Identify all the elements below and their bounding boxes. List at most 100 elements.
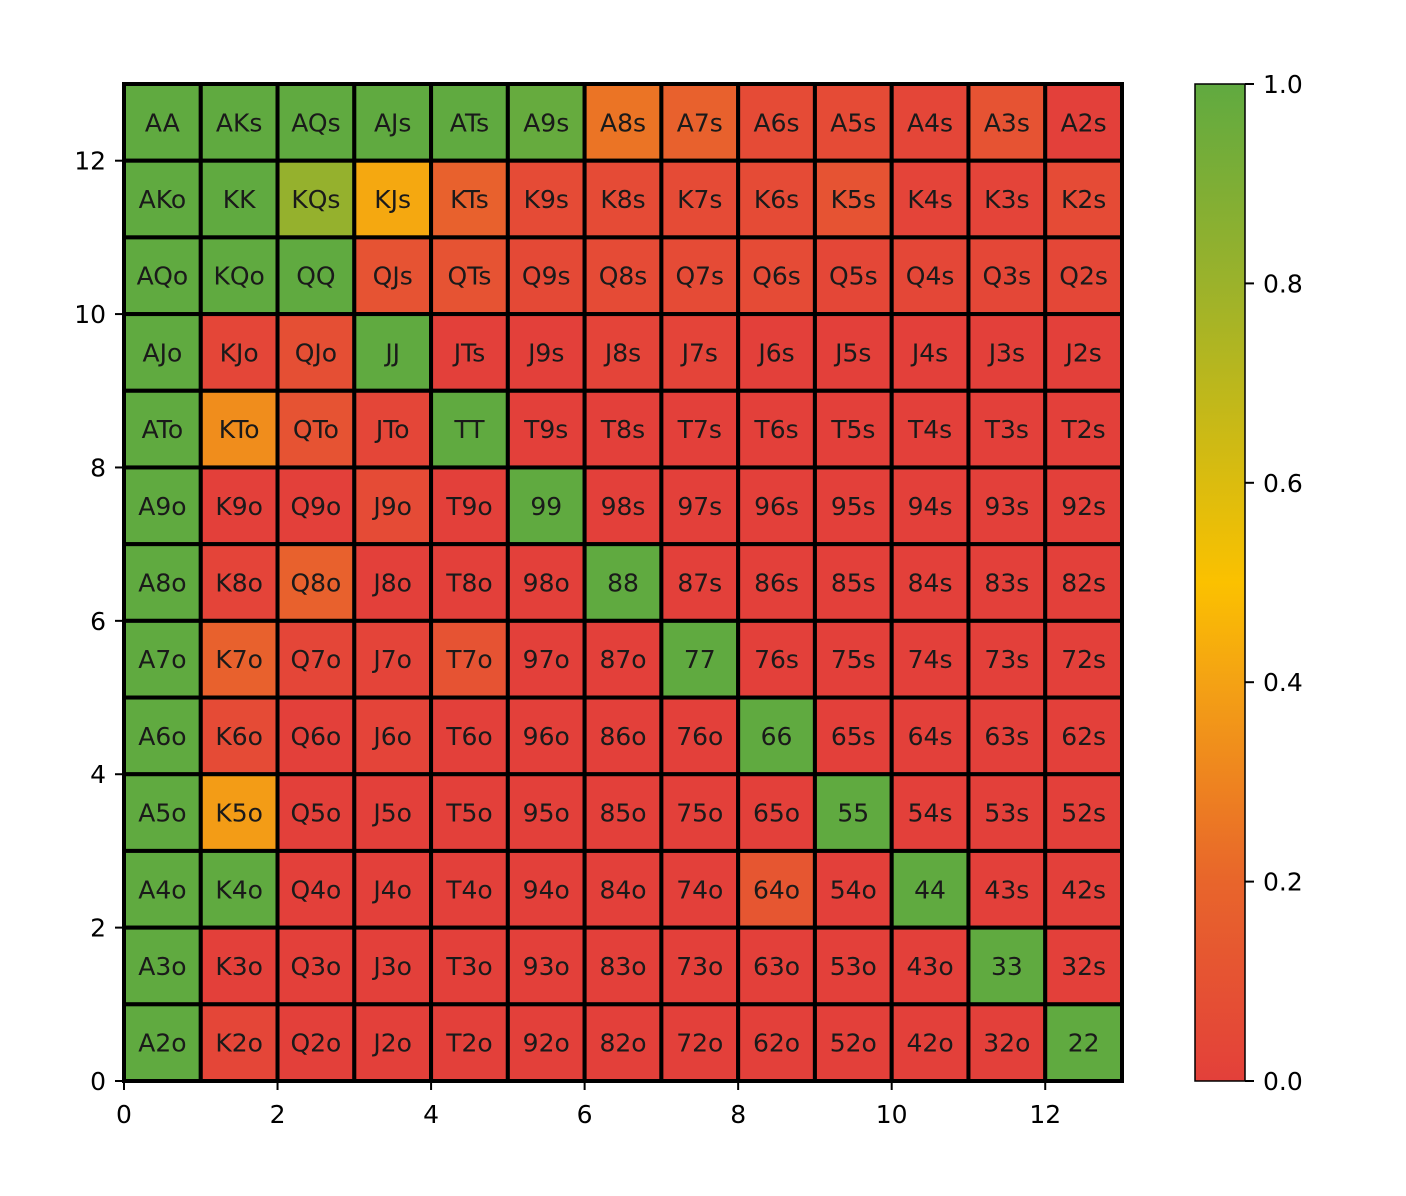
- heatmap-cell-fill: [889, 772, 971, 853]
- heatmap-cell-fill: [582, 618, 664, 700]
- heatmap-cell-label: Q8o: [290, 569, 341, 598]
- heatmap-cell: 84s: [889, 542, 971, 623]
- heatmap-cell: 92s: [1043, 465, 1124, 547]
- heatmap-cell: QQ: [275, 235, 357, 317]
- heatmap-cell-label: ATo: [142, 415, 183, 444]
- heatmap-cell-fill: [198, 388, 280, 470]
- heatmap-cell-label: AKs: [216, 108, 263, 137]
- heatmap-cell-fill: [352, 772, 434, 853]
- heatmap-cell-fill: [198, 465, 280, 547]
- heatmap-cell: Q6s: [736, 235, 817, 317]
- heatmap-cell-label: Q8s: [599, 262, 648, 291]
- heatmap-cell: QTo: [275, 388, 357, 470]
- heatmap-cell-label: Q5s: [829, 262, 878, 291]
- heatmap-cell-fill: [505, 695, 587, 777]
- x-tick-label: 4: [423, 1100, 439, 1129]
- heatmap-cell: 72s: [1043, 618, 1124, 700]
- heatmap-cell: J5s: [812, 312, 894, 393]
- y-tick-label: 4: [90, 760, 106, 789]
- heatmap-cell-fill: [966, 1002, 1048, 1083]
- heatmap-cell: K2s: [1043, 158, 1124, 240]
- heatmap-cell-label: 42s: [1061, 875, 1106, 904]
- heatmap-cell-label: 65o: [753, 799, 800, 828]
- heatmap-cell-fill: [1043, 465, 1124, 547]
- heatmap-cell-label: 86s: [754, 569, 799, 598]
- heatmap-cell-label: JTs: [452, 338, 486, 367]
- heatmap-cell-label: J9s: [526, 338, 564, 367]
- heatmap-cell-label: Q7o: [290, 645, 341, 674]
- heatmap-cell: 74s: [889, 618, 971, 700]
- y-tick-label: 2: [90, 914, 106, 943]
- heatmap-cell-label: J2o: [371, 1029, 412, 1058]
- x-tick-label: 10: [876, 1100, 908, 1129]
- x-tick-label: 0: [116, 1100, 132, 1129]
- heatmap-cell-label: T9o: [445, 492, 492, 521]
- heatmap-cell-label: 43o: [907, 952, 954, 981]
- heatmap-cell-label: 32s: [1061, 952, 1106, 981]
- heatmap-cell-label: AJo: [142, 338, 182, 367]
- heatmap-cell-label: AKo: [139, 185, 187, 214]
- heatmap-cell: KJs: [352, 158, 434, 240]
- heatmap-cells: AA AKs AQs AJs ATs A9s A8s A7s A6s A5s A4s A3s A2s AK…: [122, 82, 1124, 1083]
- heatmap-cell-label: 85o: [599, 799, 646, 828]
- heatmap-cell: J8s: [582, 312, 664, 393]
- heatmap-cell: K5o: [198, 772, 280, 853]
- heatmap-cell-fill: [275, 772, 357, 853]
- heatmap-cell: Q6o: [275, 695, 357, 777]
- heatmap-cell: J8o: [352, 542, 434, 623]
- heatmap-cell-fill: [966, 848, 1048, 930]
- heatmap-cell: T5o: [429, 772, 510, 853]
- heatmap-cell-label: 43s: [984, 875, 1029, 904]
- heatmap-cell-label: 82s: [1061, 569, 1106, 598]
- heatmap-cell-fill: [582, 465, 664, 547]
- heatmap-cell: K6o: [198, 695, 280, 777]
- heatmap-cell: QJo: [275, 312, 357, 393]
- heatmap-cell-label: T8o: [445, 569, 492, 598]
- heatmap-cell-label: A7s: [677, 108, 723, 137]
- heatmap-cell: A3s: [966, 82, 1048, 163]
- heatmap-cell-label: J5s: [833, 338, 871, 367]
- heatmap-cell-label: 64s: [908, 722, 953, 751]
- heatmap-cell-label: 94o: [523, 875, 570, 904]
- heatmap-cell-label: 95o: [523, 799, 570, 828]
- heatmap-cell-label: 62o: [753, 1029, 800, 1058]
- heatmap-cell: A4o: [122, 848, 203, 930]
- heatmap-cell: A2o: [122, 1002, 203, 1083]
- heatmap-cell-label: A8s: [600, 108, 646, 137]
- heatmap-cell: J2s: [1043, 312, 1124, 393]
- heatmap-cell-label: 96o: [523, 722, 570, 751]
- heatmap-cell: Q4s: [889, 235, 971, 317]
- heatmap-cell-label: A3s: [984, 108, 1030, 137]
- heatmap-cell-label: A5s: [830, 108, 876, 137]
- heatmap-cell-label: Q3o: [290, 952, 341, 981]
- heatmap-cell-label: A4o: [138, 875, 186, 904]
- heatmap-cell: J9o: [352, 465, 434, 547]
- heatmap-cell-label: K2s: [1061, 185, 1106, 214]
- heatmap-cell-label: A9o: [138, 492, 186, 521]
- heatmap-cell-label: A4s: [907, 108, 953, 137]
- heatmap-cell-label: 95s: [831, 492, 876, 521]
- heatmap-cell-fill: [736, 312, 817, 393]
- heatmap-cell: K5s: [812, 158, 894, 240]
- heatmap-cell-label: Q7s: [675, 262, 724, 291]
- heatmap-cell: KQo: [198, 235, 280, 317]
- heatmap-cell-label: QTo: [293, 415, 339, 444]
- heatmap-cell-fill: [352, 848, 434, 930]
- heatmap-cell-fill: [505, 618, 587, 700]
- heatmap-cell-label: 72o: [676, 1029, 723, 1058]
- heatmap-cell-fill: [582, 388, 664, 470]
- heatmap-cell-label: 98o: [523, 569, 570, 598]
- heatmap-cell: 33: [966, 925, 1048, 1007]
- heatmap-cell-label: 74o: [676, 875, 723, 904]
- heatmap-cell-label: T8s: [600, 415, 645, 444]
- heatmap-cell-label: A3o: [138, 952, 186, 981]
- heatmap-cell-fill: [122, 465, 203, 547]
- heatmap-cell: 93s: [966, 465, 1048, 547]
- heatmap-cell: KTs: [429, 158, 510, 240]
- heatmap-cell-label: K8s: [600, 185, 645, 214]
- heatmap-cell-label: 88: [607, 569, 639, 598]
- heatmap-cell-label: Q3s: [983, 262, 1032, 291]
- heatmap-cell: JTs: [429, 312, 510, 393]
- heatmap-cell: J7s: [659, 312, 741, 393]
- heatmap-cell: T4o: [429, 848, 510, 930]
